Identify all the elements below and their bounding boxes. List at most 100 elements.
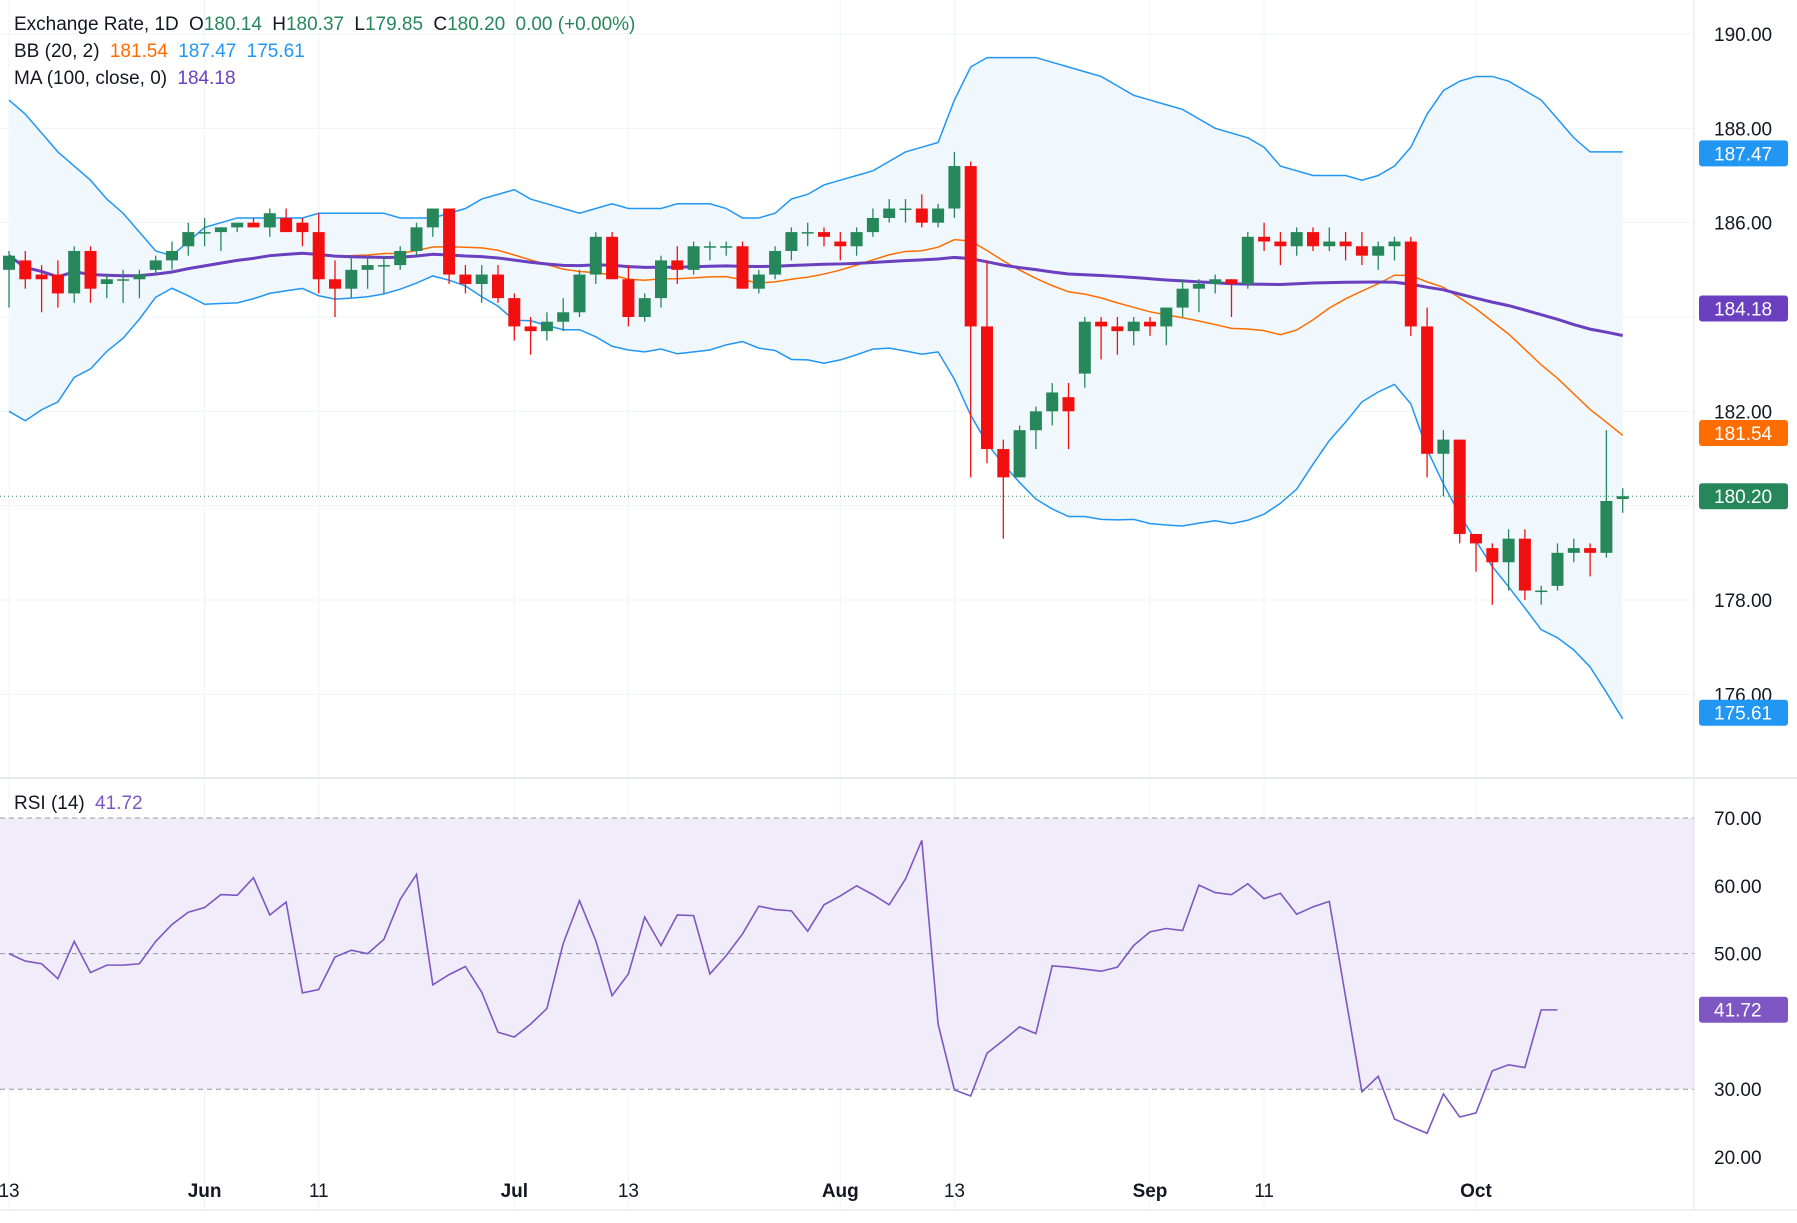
candle xyxy=(1013,425,1026,478)
candle-body xyxy=(1062,397,1075,412)
candle-body xyxy=(198,232,211,234)
time-tick-label: Oct xyxy=(1460,1181,1492,1202)
candle xyxy=(655,255,667,308)
candle-body xyxy=(149,260,162,270)
candle-body xyxy=(769,250,782,275)
candle xyxy=(1323,227,1336,251)
bb-lower-badge-bg xyxy=(1699,699,1788,726)
candle-body xyxy=(1339,241,1352,247)
candle xyxy=(459,265,472,294)
candle-body xyxy=(932,208,945,223)
candle-body xyxy=(1290,232,1303,247)
candle xyxy=(606,232,619,280)
candle xyxy=(117,269,130,303)
candle xyxy=(671,246,684,284)
candle xyxy=(1404,236,1417,336)
candle xyxy=(557,298,570,332)
rsi-tick-label: 30.00 xyxy=(1714,1080,1762,1101)
change-value: 0.00 (+0.00%) xyxy=(515,14,636,35)
candle-body xyxy=(1144,321,1156,327)
candle-body xyxy=(638,298,651,317)
candle xyxy=(883,199,896,223)
candle xyxy=(1290,227,1303,256)
candle-body xyxy=(1535,590,1548,593)
candle-body xyxy=(410,227,423,251)
bb-lower-line xyxy=(8,275,1624,720)
candle-body xyxy=(35,274,48,280)
candle-body xyxy=(1372,246,1385,256)
candle-body xyxy=(720,246,733,248)
rsi-value: 41.72 xyxy=(95,793,143,814)
candle xyxy=(981,260,993,464)
price-tick-label: 182.00 xyxy=(1714,402,1772,423)
candle-body xyxy=(736,246,749,289)
candle xyxy=(182,222,195,256)
time-tick-label: Jul xyxy=(501,1181,528,1202)
candle xyxy=(280,208,293,233)
candle xyxy=(443,208,456,284)
candle-body xyxy=(964,166,977,327)
candle xyxy=(801,222,814,247)
candle xyxy=(1062,383,1075,450)
candle xyxy=(1339,232,1352,261)
candle xyxy=(964,161,977,478)
candle xyxy=(1274,232,1287,266)
candle xyxy=(492,265,504,303)
rsi-pane xyxy=(0,817,1694,1135)
candle-body xyxy=(622,279,635,317)
candle-body xyxy=(671,260,684,270)
candle-body xyxy=(1274,241,1287,247)
candle-body xyxy=(1388,241,1401,247)
candle-body xyxy=(785,232,798,251)
candle xyxy=(410,222,423,256)
candle xyxy=(377,255,390,294)
candle-body xyxy=(866,217,879,233)
candle-body xyxy=(166,250,178,261)
candle-body xyxy=(1323,241,1336,247)
candle-body xyxy=(508,298,521,327)
candle-body xyxy=(687,246,700,270)
bb-upper-line xyxy=(8,56,1623,257)
candle-body xyxy=(1486,548,1499,563)
candle-body xyxy=(345,269,358,289)
candle-body xyxy=(19,260,32,280)
rsi-tick-label: 20.00 xyxy=(1714,1148,1762,1169)
rsi-legend: RSI (14) 41.72 xyxy=(14,793,148,815)
bb-label: BB (20, 2) xyxy=(14,41,100,62)
time-tick-label: 13 xyxy=(0,1181,20,1202)
low-value: L179.85 xyxy=(354,14,424,35)
candle xyxy=(426,208,439,237)
ma-label: MA (100, close, 0) xyxy=(14,68,168,89)
candle-body xyxy=(1616,496,1629,500)
candle-body xyxy=(752,274,765,289)
bb-basis-value: 181.54 xyxy=(109,41,168,62)
candle-body xyxy=(557,312,570,322)
rsi-tick-label: 50.00 xyxy=(1714,945,1762,966)
time-tick-label: Aug xyxy=(822,1181,859,1202)
candle xyxy=(1307,227,1319,251)
candle xyxy=(3,250,15,308)
time-tick-label: Jun xyxy=(188,1181,222,1202)
candle xyxy=(1176,279,1189,317)
candle xyxy=(1258,222,1271,251)
last-price-badge: 180.20 xyxy=(1714,487,1772,508)
candle-body xyxy=(1241,236,1254,284)
candle-body xyxy=(68,250,81,294)
candle-body xyxy=(312,232,325,280)
candle-body xyxy=(981,326,993,450)
rsi-label: RSI (14) xyxy=(14,793,85,814)
candle-body xyxy=(394,250,407,266)
high-value: H180.37 xyxy=(272,14,345,35)
price-tick-label: 190.00 xyxy=(1714,25,1772,46)
rsi-tick-label: 60.00 xyxy=(1714,877,1762,898)
candle xyxy=(312,213,325,294)
candle xyxy=(475,265,488,303)
candle-body xyxy=(214,227,227,233)
candle-body xyxy=(703,246,716,248)
candle-body xyxy=(263,213,276,228)
candle-body xyxy=(100,279,113,284)
candle xyxy=(394,246,407,270)
candle xyxy=(638,293,651,322)
